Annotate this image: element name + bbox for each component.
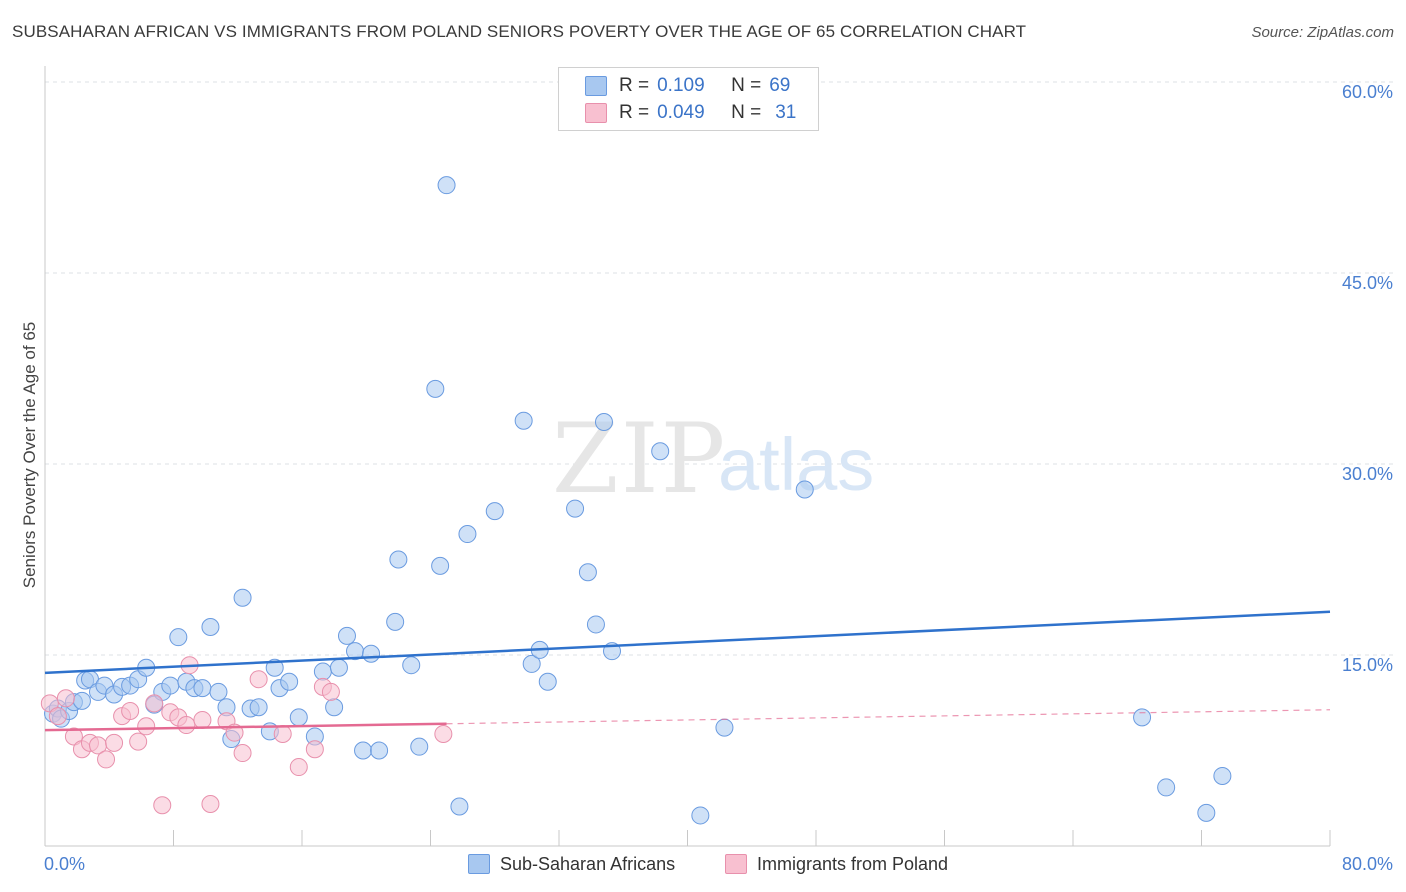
point-subsaharan [1157, 778, 1176, 797]
point-subsaharan [1213, 766, 1232, 785]
y-tick-label: 60.0% [1342, 82, 1393, 102]
legend-label-poland: Immigrants from Poland [757, 853, 949, 874]
point-subsaharan [651, 442, 670, 461]
point-subsaharan [485, 502, 504, 521]
legend-swatch-poland [585, 103, 607, 123]
r-label: R = [619, 102, 650, 123]
point-poland [289, 758, 308, 777]
point-poland [137, 717, 156, 736]
point-poland [97, 750, 116, 769]
point-subsaharan [578, 563, 597, 582]
point-poland [193, 710, 212, 729]
point-subsaharan [691, 806, 710, 825]
point-poland [273, 724, 292, 743]
watermark-atlas: atlas [718, 423, 874, 506]
legend-row-subsaharan: R = 0.109 N = 69 [585, 74, 790, 98]
point-subsaharan [249, 698, 268, 717]
source-label: Source: ZipAtlas.com [1251, 24, 1394, 41]
point-subsaharan [161, 676, 180, 695]
point-subsaharan [410, 737, 429, 756]
r-label: R = [619, 75, 650, 96]
legend-swatch-subsaharan [585, 76, 607, 96]
point-subsaharan [566, 499, 585, 518]
point-subsaharan [72, 691, 91, 710]
point-subsaharan [265, 658, 284, 677]
point-poland [48, 707, 67, 726]
y-tick-label: 45.0% [1342, 273, 1393, 293]
point-subsaharan [426, 379, 445, 398]
point-poland [105, 733, 124, 752]
point-subsaharan [1133, 708, 1152, 727]
point-subsaharan [594, 412, 613, 431]
trendline-poland-extension [446, 709, 1331, 725]
point-subsaharan [402, 656, 421, 675]
point-subsaharan [329, 658, 348, 677]
point-subsaharan [1197, 803, 1216, 822]
point-poland [40, 694, 59, 713]
point-poland [153, 796, 172, 815]
point-subsaharan [522, 654, 541, 673]
n-label: N = [731, 102, 762, 123]
point-subsaharan [715, 718, 734, 737]
point-poland [121, 702, 140, 721]
legend-swatch-poland [725, 854, 747, 874]
point-poland [434, 724, 453, 743]
point-poland [321, 682, 340, 701]
trendline-poland [44, 722, 447, 732]
y-tick-label: 15.0% [1342, 655, 1393, 675]
x-tick-label: 0.0% [44, 854, 85, 874]
point-subsaharan [458, 525, 477, 544]
y-axis-label: Seniors Poverty Over the Age of 65 [20, 321, 39, 589]
point-poland [56, 689, 75, 708]
point-subsaharan [325, 698, 344, 717]
point-subsaharan [209, 682, 228, 701]
watermark-zip: ZIP [552, 403, 727, 515]
point-subsaharan [354, 741, 373, 760]
point-subsaharan [389, 550, 408, 569]
point-subsaharan [289, 708, 308, 727]
legend-row-poland: R = 0.049 N = 31 [585, 101, 796, 125]
n-value: 69 [769, 75, 791, 96]
n-label: N = [731, 75, 762, 96]
point-poland [64, 727, 83, 746]
point-subsaharan [386, 612, 405, 631]
legend-swatch-subsaharan [468, 854, 490, 874]
correlation-legend: R = 0.109 N = 69 R = 0.049 N = 31 [558, 67, 819, 131]
point-poland [233, 744, 252, 763]
point-subsaharan [337, 626, 356, 645]
x-tick-label: 80.0% [1342, 854, 1393, 874]
point-poland [145, 694, 164, 713]
point-subsaharan [450, 797, 469, 816]
point-subsaharan [233, 588, 252, 607]
point-subsaharan [313, 662, 332, 681]
point-poland [129, 732, 148, 751]
point-subsaharan [362, 644, 381, 663]
point-subsaharan [193, 679, 212, 698]
r-value: 0.049 [657, 102, 705, 123]
point-subsaharan [431, 556, 450, 575]
point-subsaharan [169, 628, 188, 647]
legend-label-subsaharan: Sub-Saharan Africans [500, 853, 676, 874]
point-subsaharan [795, 480, 814, 499]
r-value: 0.109 [657, 75, 705, 96]
point-poland [177, 716, 196, 735]
legend-item-subsaharan: Sub-Saharan Africans [468, 851, 675, 877]
point-poland [249, 670, 268, 689]
point-subsaharan [370, 741, 389, 760]
y-tick-label: 30.0% [1342, 464, 1393, 484]
point-poland [305, 740, 324, 759]
point-subsaharan [437, 176, 456, 195]
n-value: 31 [775, 102, 797, 123]
point-subsaharan [538, 672, 557, 691]
point-poland [201, 794, 220, 813]
trendline-subsaharan [44, 610, 1331, 675]
chart-title: SUBSAHARAN AFRICAN VS IMMIGRANTS FROM PO… [12, 22, 1027, 41]
legend-item-poland: Immigrants from Poland [725, 851, 948, 877]
point-subsaharan [201, 617, 220, 636]
point-subsaharan [280, 672, 299, 691]
point-subsaharan [586, 615, 605, 634]
point-subsaharan [514, 411, 533, 430]
